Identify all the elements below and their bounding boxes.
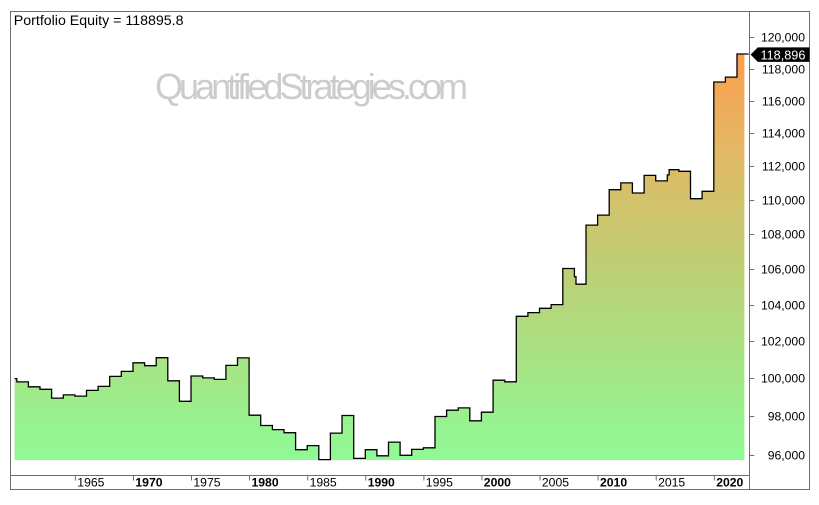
svg-text:120,000: 120,000 bbox=[761, 31, 805, 45]
svg-text:108,000: 108,000 bbox=[761, 228, 805, 242]
svg-text:112,000: 112,000 bbox=[762, 160, 805, 174]
svg-text:1970: 1970 bbox=[135, 476, 162, 490]
svg-text:1975: 1975 bbox=[193, 476, 220, 490]
svg-text:118,896: 118,896 bbox=[761, 48, 806, 62]
svg-text:114,000: 114,000 bbox=[762, 127, 805, 141]
svg-text:1980: 1980 bbox=[252, 476, 279, 490]
svg-text:118,000: 118,000 bbox=[762, 63, 805, 77]
svg-text:2015: 2015 bbox=[658, 476, 685, 490]
svg-text:98,000: 98,000 bbox=[768, 410, 805, 424]
svg-text:2000: 2000 bbox=[484, 476, 511, 490]
svg-text:2020: 2020 bbox=[716, 476, 743, 490]
svg-text:2005: 2005 bbox=[542, 476, 569, 490]
svg-text:100,000: 100,000 bbox=[761, 372, 805, 386]
svg-text:1990: 1990 bbox=[368, 476, 395, 490]
svg-text:96,000: 96,000 bbox=[768, 449, 805, 463]
svg-text:QuantifiedStrategies.com: QuantifiedStrategies.com bbox=[155, 66, 468, 107]
svg-text:116,000: 116,000 bbox=[762, 95, 805, 109]
svg-text:2010: 2010 bbox=[600, 476, 627, 490]
svg-text:Portfolio Equity = 118895.8: Portfolio Equity = 118895.8 bbox=[14, 13, 184, 29]
svg-text:1985: 1985 bbox=[310, 476, 337, 490]
svg-text:104,000: 104,000 bbox=[761, 299, 805, 313]
svg-text:1995: 1995 bbox=[426, 476, 453, 490]
svg-text:110,000: 110,000 bbox=[762, 194, 805, 208]
svg-text:102,000: 102,000 bbox=[761, 335, 805, 349]
svg-text:1965: 1965 bbox=[77, 476, 104, 490]
svg-text:106,000: 106,000 bbox=[761, 263, 805, 277]
